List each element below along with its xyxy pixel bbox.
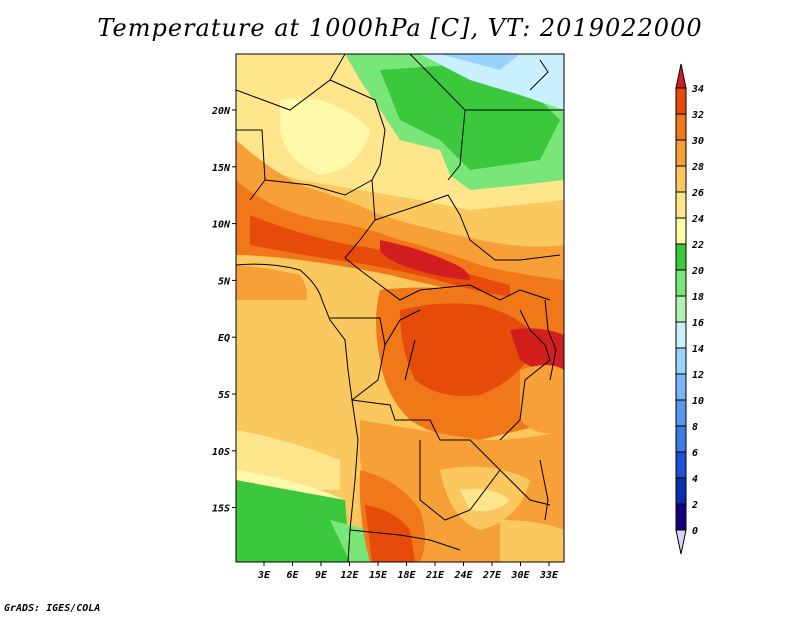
colorbar-label: 20	[691, 266, 704, 277]
colorbar-swatch	[675, 217, 687, 245]
colorbar-swatch	[675, 347, 687, 375]
colorbar-label: 16	[692, 318, 704, 329]
grads-credit: GrADS: IGES/COLA	[4, 603, 101, 614]
colorbar-label: 22	[691, 240, 704, 251]
colorbar-label: 34	[691, 84, 704, 95]
colorbar-label: 26	[691, 188, 704, 199]
colorbar-label: 14	[692, 344, 704, 355]
colorbar-max-triangle	[675, 63, 687, 89]
colorbar-swatch	[675, 373, 687, 401]
lat-tick-label: 5N	[218, 276, 231, 287]
colorbar-label: 6	[692, 448, 698, 459]
colorbar-label: 2	[691, 500, 698, 511]
lat-tick-label: 15S	[212, 504, 230, 515]
lat-tick-label: 20N	[211, 106, 231, 117]
latitude-axis: 20N 15N 10N 5N EQ 5S 10S 15S	[211, 106, 236, 515]
colorbar-swatch	[675, 477, 687, 505]
lon-tick-label: 12E	[340, 570, 359, 581]
colorbar-label: 32	[691, 110, 704, 121]
map-title: Temperature at 1000hPa [C], VT: 20190220…	[97, 14, 703, 42]
colorbar-label: 0	[692, 526, 698, 537]
lon-tick-label: 6E	[286, 570, 299, 581]
colorbar-label: 24	[691, 214, 704, 225]
colorbar-swatch	[675, 269, 687, 297]
map-frame	[235, 53, 565, 563]
colorbar-swatch	[675, 165, 687, 193]
colorbar-swatch	[675, 295, 687, 323]
colorbar-min-triangle	[675, 529, 687, 555]
lon-tick-label: 18E	[397, 570, 416, 581]
colorbar-label: 10	[692, 396, 704, 407]
lat-tick-label: 10S	[212, 447, 230, 458]
colorbar-swatch	[675, 425, 687, 453]
colorbar-swatch	[675, 87, 687, 115]
colorbar-swatch	[675, 503, 687, 531]
lon-tick-label: 3E	[257, 570, 271, 581]
lon-tick-label: 30E	[510, 570, 530, 581]
colorbar-swatch	[675, 113, 687, 141]
lon-tick-label: 27E	[482, 570, 502, 581]
lon-tick-label: 9E	[315, 570, 328, 581]
country-borders	[236, 54, 564, 562]
colorbar-swatch	[675, 451, 687, 479]
colorbar-label: 18	[692, 292, 704, 303]
lat-tick-label: 10N	[212, 220, 231, 231]
colorbar-label: 30	[691, 136, 704, 147]
lat-tick-label: 15N	[212, 163, 231, 174]
colorbar-swatch	[675, 321, 687, 349]
lon-tick-label: 21E	[425, 570, 445, 581]
colorbar-label: 12	[692, 370, 704, 381]
colorbar-label: 8	[692, 422, 698, 433]
lon-tick-label: 33E	[539, 570, 559, 581]
lon-tick-label: 24E	[453, 570, 473, 581]
colorbar-swatch	[675, 191, 687, 219]
lat-tick-label: 5S	[218, 390, 230, 401]
colorbar-swatch	[675, 139, 687, 167]
colorbar-swatch	[675, 399, 687, 427]
longitude-axis: 3E 6E 9E 12E 15E 18E 21E 24E 27E 30E 33E	[257, 562, 559, 581]
lat-tick-label: EQ	[218, 333, 230, 344]
colorbar-label: 28	[691, 162, 704, 173]
lon-tick-label: 15E	[369, 570, 388, 581]
colorbar-label: 4	[692, 474, 698, 485]
temperature-field	[236, 54, 564, 562]
colorbar-swatch	[675, 243, 687, 271]
